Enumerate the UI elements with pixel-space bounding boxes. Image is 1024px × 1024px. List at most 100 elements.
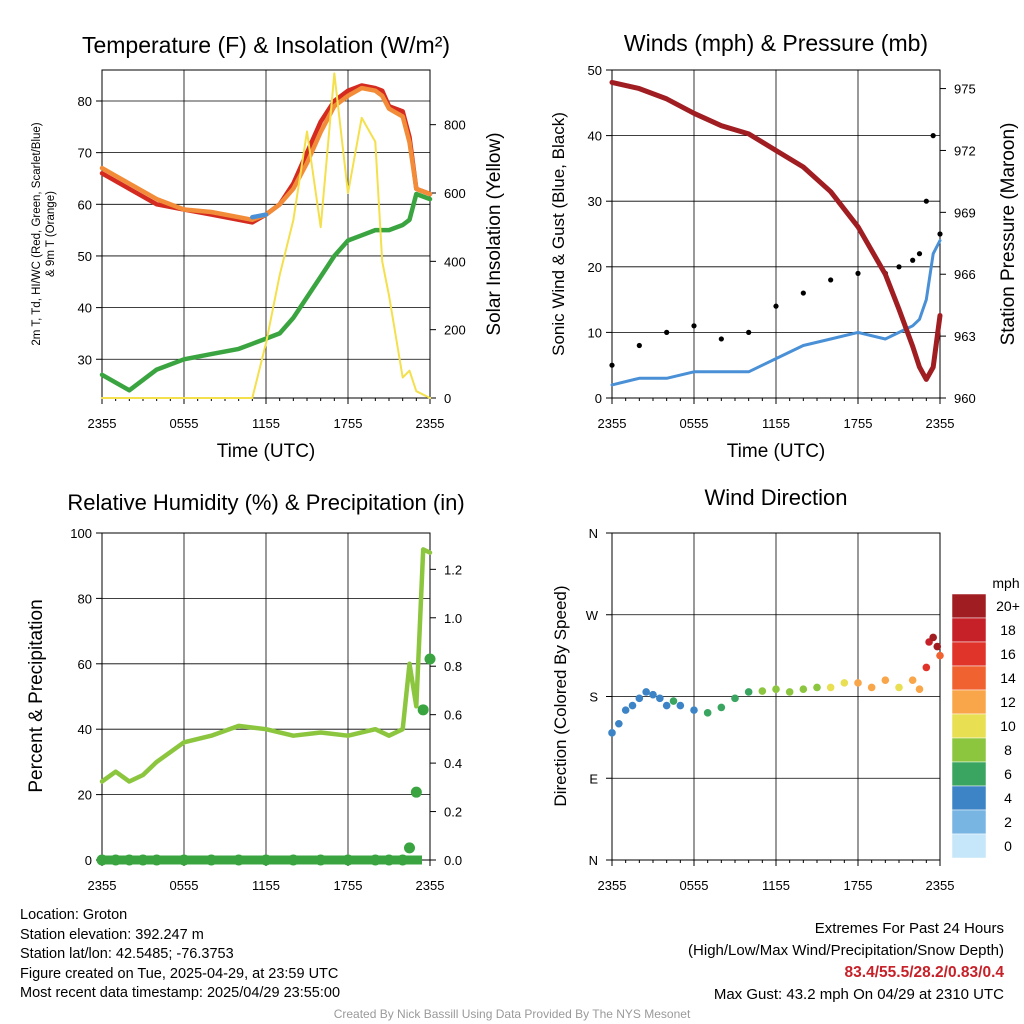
direction-point	[813, 683, 821, 692]
direction-point	[840, 679, 849, 687]
direction-y-tick-label: W	[586, 608, 599, 623]
direction-point	[936, 651, 944, 660]
legend-title: mph	[992, 575, 1019, 591]
direction-point	[799, 685, 808, 694]
temperature-x-tick-label: 1755	[334, 416, 363, 431]
pressure-y2-tick-label: 963	[954, 329, 976, 344]
winds-x-tick-label: 1755	[844, 416, 873, 431]
direction-y-tick-label: N	[589, 853, 598, 868]
direction-point	[635, 694, 644, 703]
direction-point	[690, 706, 698, 714]
series-9m-t	[99, 85, 433, 223]
precipitation-y2-tick-label: 0.6	[444, 708, 462, 723]
humidity-y-tick-label: 100	[70, 526, 92, 541]
legend-label: 14	[1000, 670, 1016, 686]
temperature-y-tick-label: 80	[78, 94, 92, 109]
humidity-y-tick-label: 40	[78, 722, 92, 737]
direction-point	[615, 719, 623, 728]
pressure-y2-tick-label: 960	[954, 391, 976, 406]
legend-swatch	[951, 833, 987, 859]
series-precipitation-point	[404, 842, 415, 854]
recent-text: Most recent data timestamp: 2025/04/29 2…	[20, 985, 341, 1002]
precipitation-y2-tick-label: 1.2	[444, 562, 462, 577]
legend-label: 2	[1004, 814, 1012, 830]
humidity-title: Relative Humidity (%) & Precipitation (i…	[67, 490, 464, 515]
direction-point	[929, 633, 937, 642]
legend-label: 8	[1004, 742, 1012, 758]
legend-swatch	[951, 713, 987, 739]
temperature-title: Temperature (F) & Insolation (W/m²)	[82, 32, 450, 58]
humidity-x-tick-label: 0555	[170, 878, 199, 893]
series-gust-point	[609, 362, 615, 368]
series-gust-point	[923, 198, 929, 204]
humidity-y-tick-label: 0	[85, 853, 92, 868]
direction-point	[758, 687, 767, 695]
temperature-xlabel: Time (UTC)	[217, 441, 316, 462]
humidity-x-tick-label: 2355	[416, 878, 445, 893]
extremes-info: Extremes For Past 24 Hours (High/Low/Max…	[688, 918, 1004, 1006]
direction-point	[731, 694, 739, 703]
pressure-y2-tick-label: 966	[954, 267, 976, 282]
credit-text: Created By Nick Bassill Using Data Provi…	[333, 1007, 691, 1021]
precipitation-y2-tick-label: 0.4	[444, 756, 462, 771]
legend-label: 0	[1004, 838, 1012, 854]
extremes-title: Extremes For Past 24 Hours	[814, 920, 1004, 937]
temperature-x-tick-label: 2355	[416, 416, 445, 431]
max-gust-text: Max Gust: 43.2 mph On 04/29 at 2310 UTC	[713, 986, 1004, 1003]
legend-swatch	[951, 689, 987, 715]
direction-point	[826, 683, 835, 692]
series-gust-point	[718, 336, 724, 342]
series-gust-point	[930, 133, 936, 139]
legend-swatch	[951, 809, 987, 835]
series-gust-point	[773, 303, 779, 309]
winds-x-tick-label: 1155	[762, 416, 790, 431]
series-precipitation-point	[424, 653, 436, 665]
insolation-y2-tick-label: 800	[444, 118, 466, 133]
direction-point	[785, 688, 794, 696]
legend-label: 20+	[996, 598, 1020, 614]
winds-y-tick-label: 10	[588, 325, 602, 340]
winds-y-tick-label: 50	[588, 63, 602, 78]
direction-point	[854, 679, 862, 687]
series-gust-point	[896, 264, 902, 270]
extremes-values: 83.4/55.5/28.2/0.83/0.4	[844, 964, 1004, 981]
direction-point	[922, 663, 931, 672]
precipitation-y2-tick-label: 0.8	[444, 659, 462, 674]
temperature-panel: Temperature (F) & Insolation (W/m²) 2355 0…	[31, 32, 505, 462]
temperature-y-tick-label: 70	[78, 146, 92, 161]
humidity-x-tick-label: 2355	[88, 878, 117, 893]
direction-point	[933, 642, 942, 651]
humidity-y-tick-label: 80	[78, 591, 92, 606]
direction-y-tick-label: E	[589, 771, 598, 786]
winds-ylabel: Sonic Wind & Gust (Blue, Black)	[549, 112, 568, 356]
direction-point	[642, 688, 650, 696]
direction-point	[744, 688, 753, 696]
winds-y-tick-label: 0	[595, 391, 602, 406]
direction-point	[649, 690, 657, 699]
insolation-y2-tick-label: 400	[444, 254, 466, 269]
legend-swatch	[951, 761, 987, 787]
legend-swatch	[951, 665, 987, 691]
winds-y-tick-label: 30	[588, 194, 602, 209]
insolation-ylabel: Solar Insolation (Yellow)	[484, 132, 505, 335]
location-text: Location: Groton	[20, 907, 128, 923]
winds-panel: Winds (mph) & Pressure (mb) 2355 0555 1155 1…	[549, 30, 1019, 462]
elevation-text: Station elevation: 392.247 m	[20, 926, 204, 943]
humidity-ylabel: Percent & Precipitation	[26, 599, 47, 792]
temperature-y-tick-label: 50	[78, 249, 92, 264]
series-gust-point	[636, 342, 642, 349]
series-gust-point	[855, 270, 861, 276]
winds-x-tick-label: 0555	[680, 416, 709, 431]
direction-point	[867, 683, 876, 692]
direction-point	[881, 676, 890, 684]
temperature-ylabel-line1: 2m T, Td, HI/WC (Red, Green, Scarlet/Blu…	[31, 122, 43, 345]
direction-point	[908, 676, 917, 684]
legend-label: 6	[1004, 766, 1012, 782]
temperature-y-tick-label: 30	[78, 352, 92, 367]
humidity-y-tick-label: 60	[78, 657, 92, 672]
legend-label: 16	[1000, 646, 1016, 662]
extremes-description: (High/Low/Max Wind/Precipitation/Snow De…	[688, 942, 1004, 959]
speed-legend: mph 20+ 18 16 14 12 10 8 6 4 2 0	[951, 575, 1020, 859]
temperature-x-tick-label: 0555	[170, 416, 199, 431]
pressure-y2-tick-label: 969	[954, 205, 976, 220]
